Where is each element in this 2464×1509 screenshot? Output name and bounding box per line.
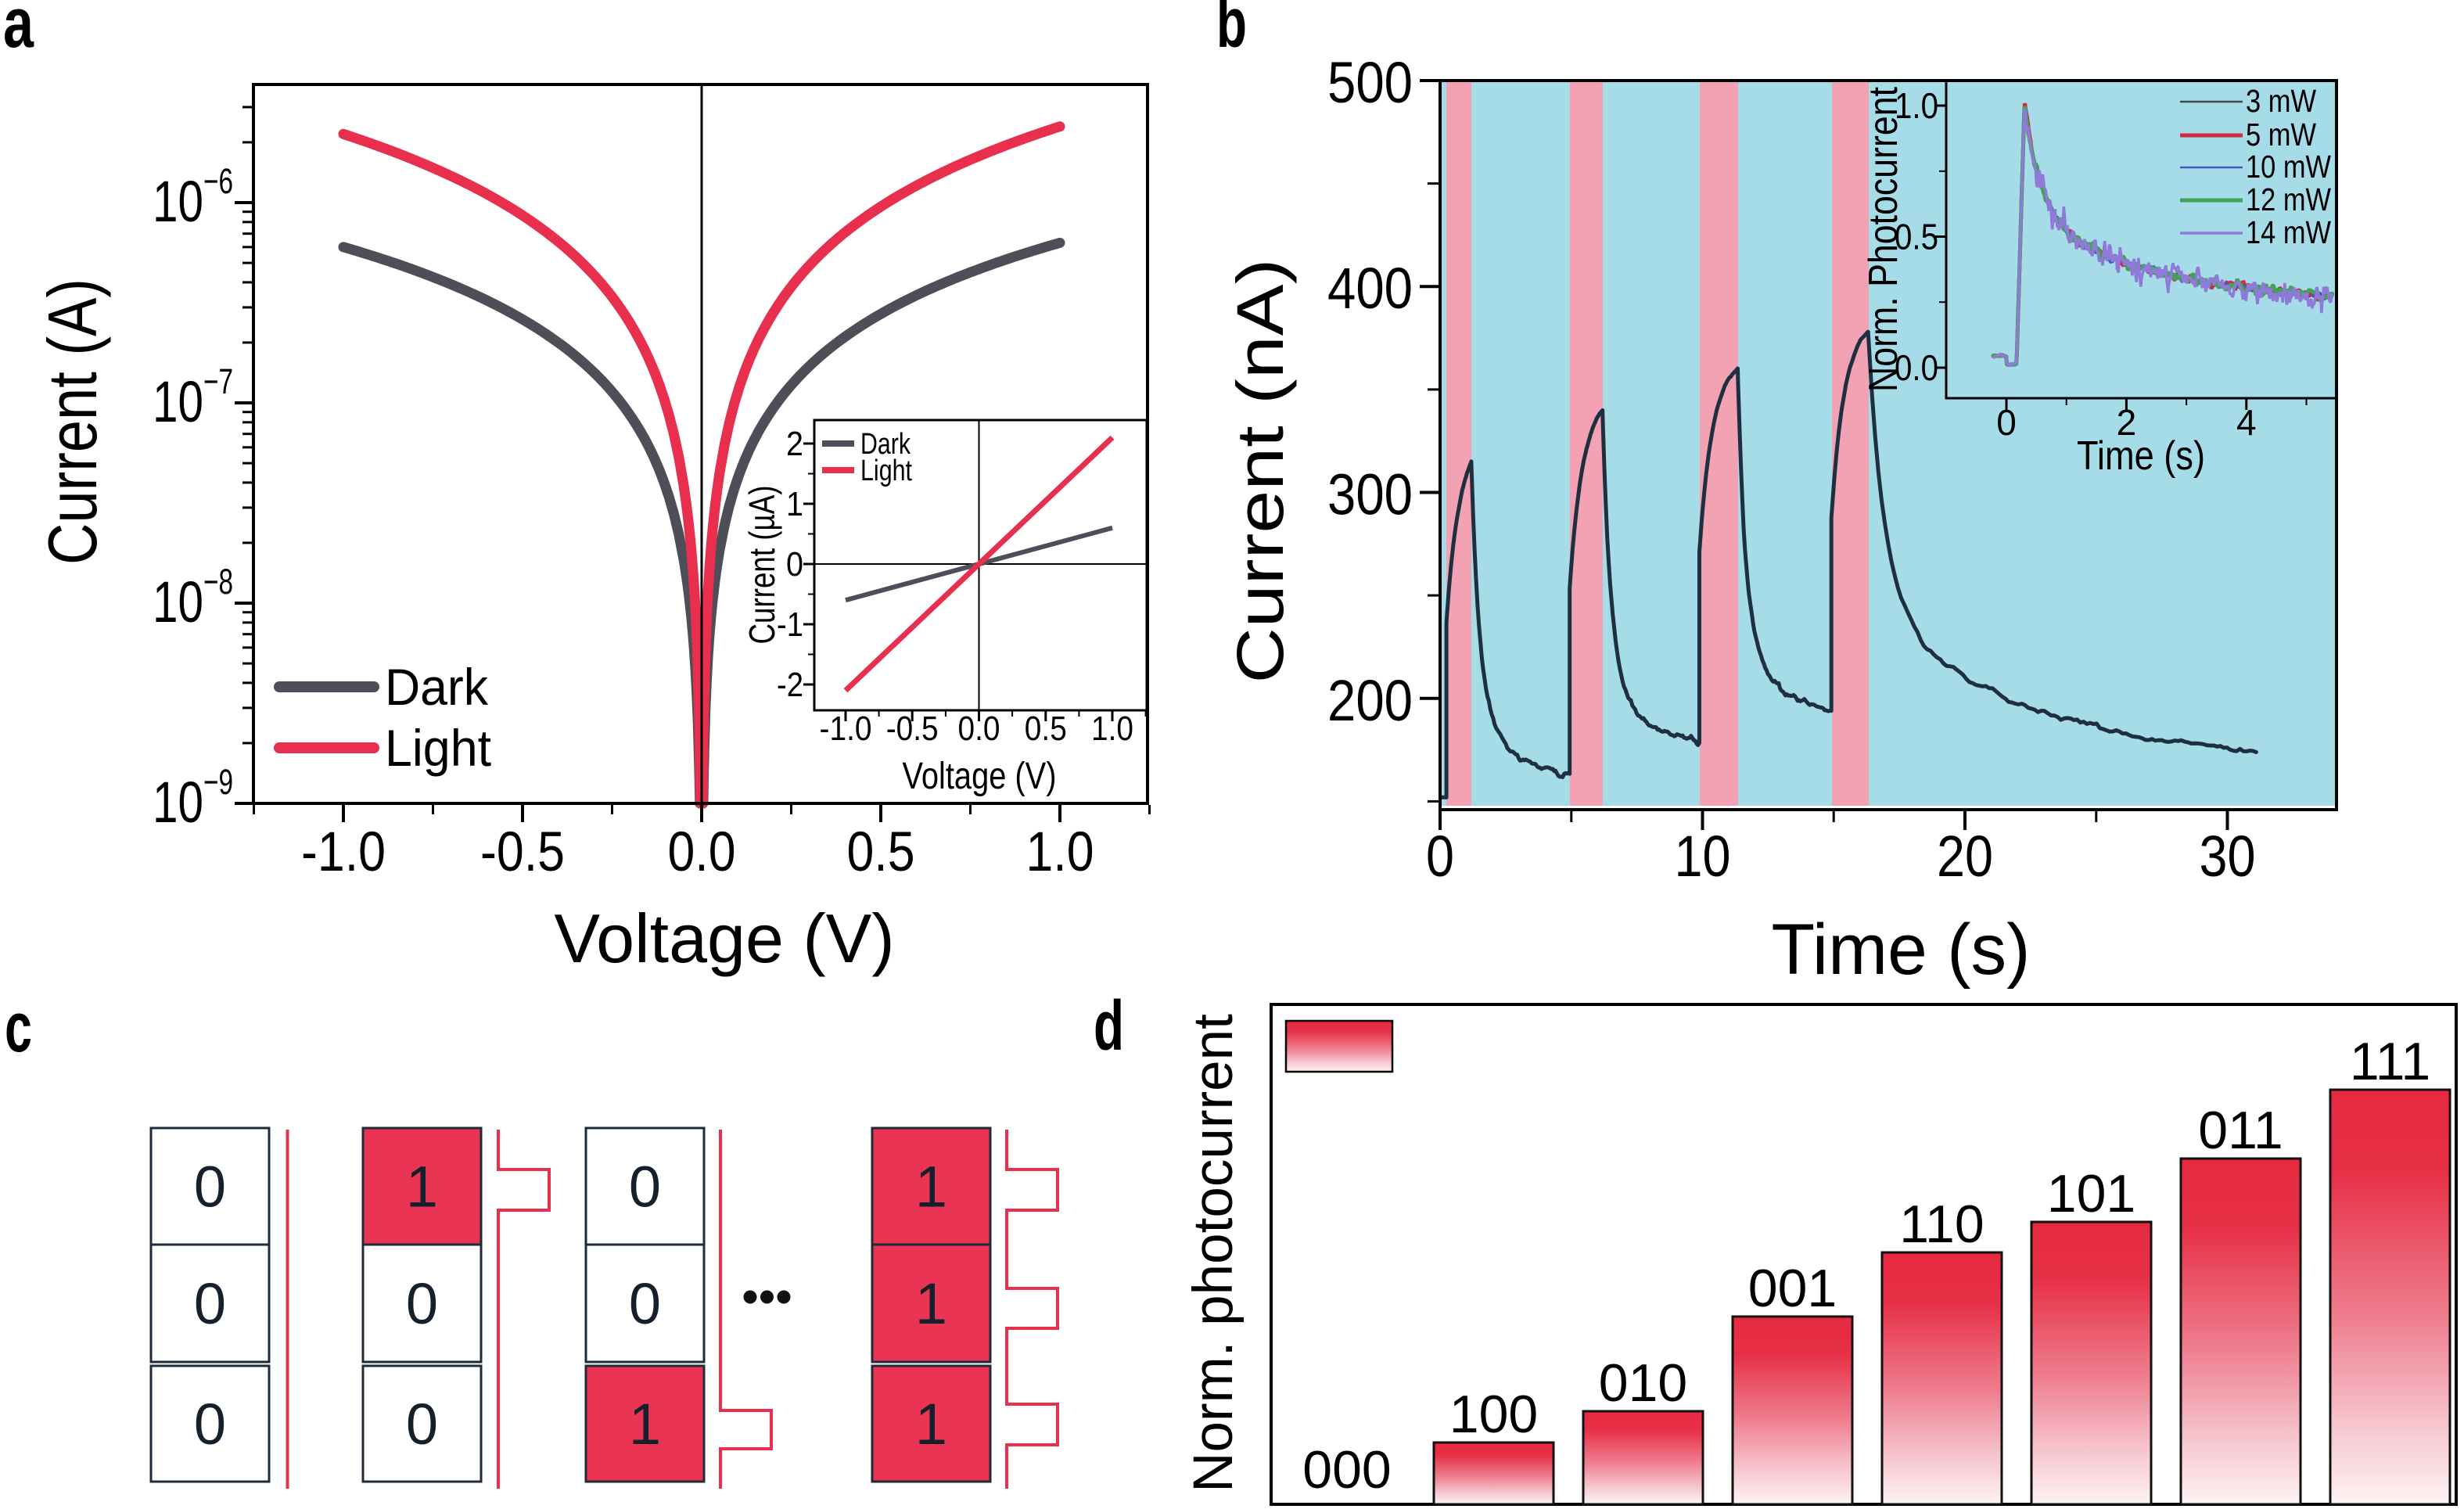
svg-text:c: c — [5, 989, 32, 1067]
svg-text:1: 1 — [406, 1155, 438, 1220]
svg-text:10−6: 10−6 — [153, 161, 233, 234]
svg-text:Voltage (V): Voltage (V) — [554, 900, 894, 977]
svg-text:-0.5: -0.5 — [886, 710, 939, 748]
svg-text:110: 110 — [1899, 1195, 1984, 1254]
svg-text:-1: -1 — [777, 605, 803, 644]
svg-text:0: 0 — [629, 1271, 661, 1336]
svg-text:2: 2 — [786, 425, 803, 463]
svg-text:010: 010 — [1599, 1353, 1687, 1413]
svg-text:10 mW: 10 mW — [2246, 149, 2331, 185]
svg-text:b: b — [1216, 0, 1247, 63]
svg-text:-2: -2 — [777, 666, 803, 704]
svg-text:0: 0 — [786, 545, 803, 584]
svg-text:12 mW: 12 mW — [2246, 181, 2331, 217]
svg-text:-0.5: -0.5 — [480, 821, 565, 883]
svg-text:Light: Light — [385, 719, 491, 777]
svg-text:1.0: 1.0 — [1091, 710, 1133, 748]
svg-text:0: 0 — [629, 1155, 661, 1220]
svg-text:100: 100 — [1449, 1385, 1538, 1444]
svg-text:Norm. Photocurrent: Norm. Photocurrent — [1861, 87, 1906, 392]
svg-text:1: 1 — [915, 1155, 947, 1220]
svg-text:400: 400 — [1327, 256, 1413, 321]
svg-text:001: 001 — [1748, 1259, 1837, 1318]
svg-text:Dark: Dark — [860, 428, 911, 461]
svg-text:0.0: 0.0 — [958, 710, 1000, 748]
svg-text:1: 1 — [915, 1392, 947, 1457]
svg-text:200: 200 — [1327, 668, 1413, 733]
svg-text:30: 30 — [2200, 824, 2256, 889]
svg-text:Current (µA): Current (µA) — [742, 486, 782, 645]
svg-text:3 mW: 3 mW — [2246, 83, 2316, 119]
svg-text:500: 500 — [1327, 50, 1413, 115]
svg-text:111: 111 — [2350, 1032, 2430, 1091]
svg-text:000: 000 — [1302, 1440, 1391, 1500]
svg-text:0.0: 0.0 — [1895, 347, 1938, 388]
svg-text:4: 4 — [2236, 402, 2257, 443]
svg-text:011: 011 — [2198, 1101, 2283, 1160]
svg-text:2: 2 — [2117, 402, 2137, 443]
svg-text:0.0: 0.0 — [668, 821, 736, 883]
svg-text:Time (s): Time (s) — [1772, 910, 2031, 990]
svg-text:Norm. photocurrent: Norm. photocurrent — [1183, 1014, 1245, 1493]
svg-text:a: a — [3, 0, 34, 63]
svg-text:0: 0 — [194, 1155, 226, 1220]
svg-text:1: 1 — [915, 1271, 947, 1336]
svg-text:0: 0 — [406, 1271, 438, 1336]
svg-text:0.5: 0.5 — [847, 821, 915, 883]
svg-text:1.0: 1.0 — [1026, 821, 1094, 883]
svg-text:101: 101 — [2047, 1164, 2135, 1223]
svg-text:300: 300 — [1327, 462, 1413, 527]
svg-text:0: 0 — [194, 1271, 226, 1336]
svg-text:d: d — [1094, 987, 1124, 1065]
svg-text:Light: Light — [860, 454, 912, 487]
svg-text:14 mW: 14 mW — [2246, 214, 2331, 250]
svg-text:1: 1 — [629, 1392, 661, 1457]
svg-text:Current (A): Current (A) — [34, 278, 111, 565]
svg-text:Voltage (V): Voltage (V) — [903, 756, 1057, 797]
svg-text:Current (nA): Current (nA) — [1223, 259, 1297, 684]
svg-text:5 mW: 5 mW — [2246, 117, 2316, 153]
svg-text:0.5: 0.5 — [1895, 217, 1938, 257]
svg-text:10−9: 10−9 — [153, 762, 233, 835]
svg-text:0: 0 — [194, 1392, 226, 1457]
svg-text:1.0: 1.0 — [1895, 85, 1938, 126]
svg-text:-1.0: -1.0 — [820, 710, 872, 748]
svg-text:0: 0 — [406, 1392, 438, 1457]
svg-text:0.5: 0.5 — [1025, 710, 1067, 748]
svg-text:10−7: 10−7 — [153, 361, 233, 434]
svg-text:20: 20 — [1937, 824, 1993, 889]
svg-text:0: 0 — [1426, 824, 1454, 889]
svg-text:10: 10 — [1675, 824, 1731, 889]
svg-text:10−8: 10−8 — [153, 562, 233, 634]
svg-text:-1.0: -1.0 — [301, 821, 386, 883]
svg-text:Dark: Dark — [385, 658, 489, 716]
svg-text:1: 1 — [786, 485, 803, 523]
svg-text:Time (s): Time (s) — [2077, 433, 2205, 479]
svg-text:0: 0 — [1996, 402, 2017, 443]
